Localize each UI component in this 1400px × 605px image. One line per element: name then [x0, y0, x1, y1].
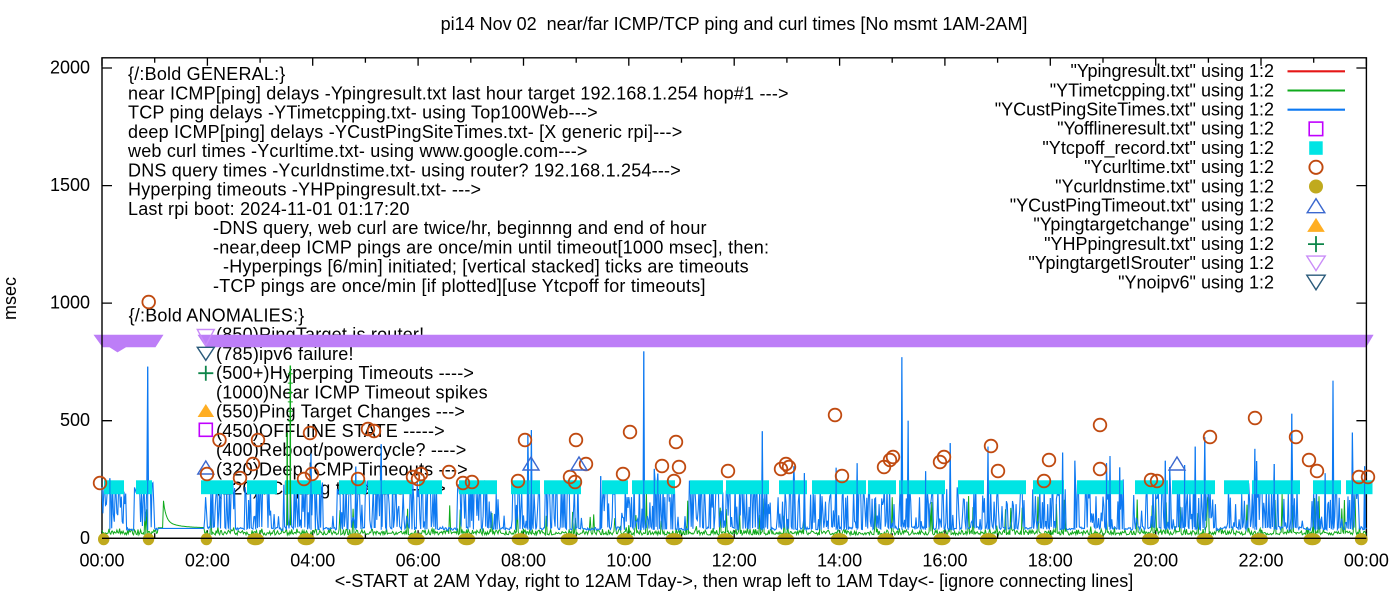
svg-text:(550)Ping Target Changes --->: (550)Ping Target Changes --->	[216, 402, 465, 422]
svg-text:00:00: 00:00	[1344, 550, 1389, 570]
svg-text:(400)Reboot/powercycle? ---->: (400)Reboot/powercycle? ---->	[216, 440, 466, 460]
svg-text:00:00: 00:00	[79, 550, 124, 570]
svg-text:16:00: 16:00	[922, 550, 967, 570]
svg-text:"Ypingtargetchange" using 1:2: "Ypingtargetchange" using 1:2	[1033, 215, 1274, 235]
svg-text:2000: 2000	[50, 58, 90, 78]
svg-text:-near,deep ICMP pings are once: -near,deep ICMP pings are once/min until…	[213, 237, 769, 257]
svg-text:web curl times -Ycurltime.txt-: web curl times -Ycurltime.txt- using www…	[127, 141, 588, 161]
svg-text:12:00: 12:00	[712, 550, 757, 570]
svg-text:-Hyperpings [6/min] initiated;: -Hyperpings [6/min] initiated; [vertical…	[223, 257, 749, 277]
svg-text:22:00: 22:00	[1239, 550, 1284, 570]
svg-text:10:00: 10:00	[606, 550, 651, 570]
svg-text:{/:Bold GENERAL:}: {/:Bold GENERAL:}	[128, 64, 285, 84]
svg-text:<-START at 2AM Yday, right to: <-START at 2AM Yday, right to 12AM Tday-…	[335, 571, 1134, 591]
svg-text:"YCustPingSiteTimes.txt" using: "YCustPingSiteTimes.txt" using 1:2	[995, 100, 1274, 120]
svg-text:04:00: 04:00	[290, 550, 335, 570]
svg-text:20:00: 20:00	[1133, 550, 1178, 570]
svg-text:-TCP pings are once/min [if pl: -TCP pings are once/min [if plotted][use…	[213, 276, 706, 296]
svg-text:1000: 1000	[50, 293, 90, 313]
svg-text:"Yofflineresult.txt" using 1:2: "Yofflineresult.txt" using 1:2	[1057, 119, 1274, 139]
svg-text:(320)Deep ICMP Timeouts --->: (320)Deep ICMP Timeouts --->	[216, 459, 468, 479]
svg-text:near ICMP[ping] delays -Ypingr: near ICMP[ping] delays -Ypingresult.txt …	[128, 83, 789, 103]
svg-text:"YHPpingresult.txt" using 1:2: "YHPpingresult.txt" using 1:2	[1044, 234, 1274, 254]
svg-text:"Ynoipv6" using 1:2: "Ynoipv6" using 1:2	[1118, 272, 1274, 292]
svg-text:(500+)Hyperping Timeouts ---->: (500+)Hyperping Timeouts ---->	[216, 363, 474, 383]
svg-text:18:00: 18:00	[1028, 550, 1073, 570]
svg-text:(1000)Near ICMP Timeout spikes: (1000)Near ICMP Timeout spikes	[216, 382, 488, 402]
svg-text:14:00: 14:00	[817, 550, 862, 570]
svg-text:500: 500	[60, 410, 90, 430]
svg-text:"Ycurltime.txt" using 1:2: "Ycurltime.txt" using 1:2	[1084, 157, 1274, 177]
svg-text:deep ICMP[ping] delays -YCustP: deep ICMP[ping] delays -YCustPingSiteTim…	[128, 122, 682, 142]
svg-text:"Ytcpoff_record.txt" using 1:2: "Ytcpoff_record.txt" using 1:2	[1042, 138, 1274, 159]
svg-text:pi14 Nov 02 near/far ICMP/TCP: pi14 Nov 02 near/far ICMP/TCP ping and c…	[441, 14, 1028, 34]
svg-text:"Ycurldnstime.txt" using 1:2: "Ycurldnstime.txt" using 1:2	[1055, 176, 1274, 196]
svg-text:{/:Bold ANOMALIES:}: {/:Bold ANOMALIES:}	[129, 305, 305, 325]
svg-text:"YCustPingTimeout.txt" using 1: "YCustPingTimeout.txt" using 1:2	[1010, 196, 1274, 216]
svg-text:"YTimetcpping.txt" using 1:2: "YTimetcpping.txt" using 1:2	[1050, 80, 1274, 100]
svg-text:"Ypingresult.txt" using 1:2: "Ypingresult.txt" using 1:2	[1070, 61, 1274, 81]
svg-text:"YpingtargetISrouter" using 1:: "YpingtargetISrouter" using 1:2	[1028, 253, 1274, 273]
svg-text:0: 0	[80, 528, 90, 548]
svg-text:Hyperping timeouts -YHPpingres: Hyperping timeouts -YHPpingresult.txt- -…	[128, 180, 481, 200]
svg-text:(785)ipv6 failure!: (785)ipv6 failure!	[216, 344, 354, 364]
svg-text:TCP ping delays -YTimetcpping.: TCP ping delays -YTimetcpping.txt- using…	[128, 103, 598, 123]
svg-text:02:00: 02:00	[185, 550, 230, 570]
svg-text:DNS query times -Ycurldnstime.: DNS query times -Ycurldnstime.txt- using…	[128, 160, 681, 180]
svg-text:1500: 1500	[50, 175, 90, 195]
svg-text:-DNS query, web curl are twice: -DNS query, web curl are twice/hr, begin…	[213, 218, 707, 238]
svg-text:Last rpi boot: 2024-11-01 01:1: Last rpi boot: 2024-11-01 01:17:20	[128, 199, 410, 219]
svg-text:(450)OFFLINE STATE ----->: (450)OFFLINE STATE ----->	[216, 421, 445, 441]
svg-text:msec: msec	[0, 277, 20, 320]
svg-text:08:00: 08:00	[501, 550, 546, 570]
svg-text:06:00: 06:00	[396, 550, 441, 570]
